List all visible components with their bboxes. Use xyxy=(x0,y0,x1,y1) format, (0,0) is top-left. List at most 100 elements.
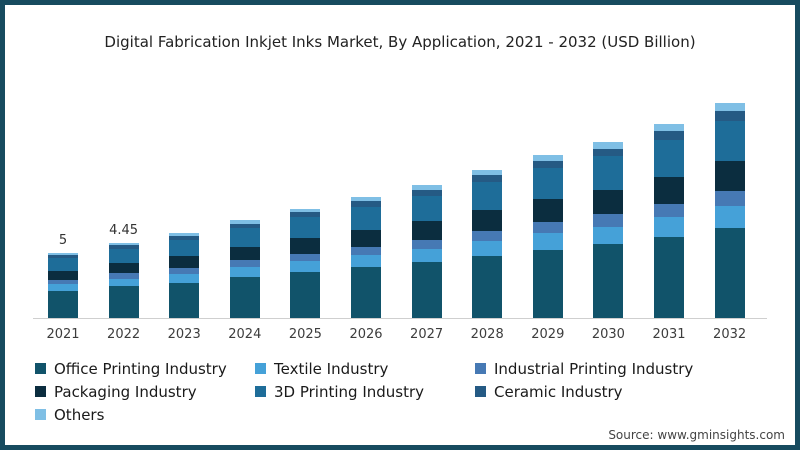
x-tick-label-2023: 2023 xyxy=(167,327,201,342)
bar-segment-packaging-industry-2031 xyxy=(654,176,684,204)
bar-segment-industrial-printing-industry-2028 xyxy=(472,230,503,241)
bar-segment-ceramic-industry-2026 xyxy=(351,201,381,207)
x-tick-label-2032: 2032 xyxy=(713,327,747,342)
bar-segment-textile-industry-2022 xyxy=(108,278,139,287)
legend-item-industrial-printing-industry: Industrial Printing Industry xyxy=(475,360,775,378)
bar-2024 xyxy=(229,220,260,318)
bar-segment-ceramic-industry-2030 xyxy=(593,148,624,157)
legend: Office Printing Industry Textile Industry… xyxy=(35,357,775,426)
bar-2026 xyxy=(351,197,381,318)
x-tick-label-2027: 2027 xyxy=(410,327,444,342)
bar-segment-textile-industry-2030 xyxy=(593,226,624,245)
bar-2029 xyxy=(532,155,563,318)
bar-segment-packaging-industry-2030 xyxy=(593,189,624,215)
bar-segment-industrial-printing-industry-2022 xyxy=(108,273,139,279)
bar-segment-office-printing-industry-2022 xyxy=(108,286,139,318)
x-tick-label-2031: 2031 xyxy=(652,327,686,342)
legend-swatch-icon xyxy=(255,363,266,374)
bar-segment-ceramic-industry-2029 xyxy=(532,161,563,169)
bar-segment-textile-industry-2031 xyxy=(654,217,684,237)
bar-segment-industrial-printing-industry-2026 xyxy=(351,246,381,256)
bar-value-label-2022: 4.45 xyxy=(109,222,139,238)
legend-swatch-icon xyxy=(475,363,486,374)
bar-segment-office-printing-industry-2024 xyxy=(229,277,260,318)
bar-segment-packaging-industry-2023 xyxy=(169,256,200,269)
bar-segment-packaging-industry-2032 xyxy=(714,161,745,192)
bar-segment-3d-printing-industry-2024 xyxy=(229,228,260,247)
x-tick-label-2024: 2024 xyxy=(228,327,262,342)
source-note: Source: www.gminsights.com xyxy=(608,428,785,442)
bar-segment-others-2028 xyxy=(472,169,503,175)
bar-segment-others-2023 xyxy=(169,233,200,237)
bar-segment-others-2030 xyxy=(593,142,624,149)
bar-segment-office-printing-industry-2028 xyxy=(472,255,503,318)
bar-segment-ceramic-industry-2023 xyxy=(169,236,200,241)
bar-segment-office-printing-industry-2027 xyxy=(411,262,442,318)
bar-segment-others-2022 xyxy=(108,242,139,246)
bar-segment-packaging-industry-2022 xyxy=(108,262,139,274)
bar-2023 xyxy=(169,233,200,318)
bar-2031 xyxy=(654,124,684,318)
bar-segment-industrial-printing-industry-2023 xyxy=(169,268,200,275)
bar-segment-office-printing-industry-2031 xyxy=(654,236,684,318)
bar-segment-industrial-printing-industry-2029 xyxy=(532,222,563,234)
x-tick-label-2030: 2030 xyxy=(591,327,625,342)
bar-2028 xyxy=(472,169,503,318)
bar-segment-3d-printing-industry-2023 xyxy=(169,240,200,257)
x-tick-label-2028: 2028 xyxy=(470,327,504,342)
bar-segment-industrial-printing-industry-2027 xyxy=(411,239,442,250)
bar-segment-3d-printing-industry-2022 xyxy=(108,248,139,263)
bar-segment-industrial-printing-industry-2024 xyxy=(229,260,260,268)
bar-segment-3d-printing-industry-2027 xyxy=(411,196,442,222)
x-axis-line xyxy=(33,318,767,319)
legend-label: Packaging Industry xyxy=(54,382,197,401)
bar-segment-office-printing-industry-2029 xyxy=(532,249,563,318)
bar-segment-others-2031 xyxy=(654,124,684,132)
legend-swatch-icon xyxy=(35,363,46,374)
bar-segment-office-printing-industry-2021 xyxy=(48,290,78,318)
x-tick-label-2029: 2029 xyxy=(531,327,565,342)
x-tick-label-2022: 2022 xyxy=(107,327,141,342)
chart-title: Digital Fabrication Inkjet Inks Market, … xyxy=(104,33,696,51)
legend-swatch-icon xyxy=(255,386,266,397)
bar-segment-others-2024 xyxy=(229,220,260,224)
bar-segment-ceramic-industry-2021 xyxy=(48,255,78,259)
bar-segment-others-2027 xyxy=(411,185,442,191)
bar-segment-3d-printing-industry-2031 xyxy=(654,139,684,177)
bar-segment-others-2021 xyxy=(48,253,78,256)
bar-2032 xyxy=(714,103,745,318)
bar-segment-3d-printing-industry-2030 xyxy=(593,156,624,190)
bar-segment-3d-printing-industry-2028 xyxy=(472,181,503,210)
legend-swatch-icon xyxy=(35,386,46,397)
bar-segment-3d-printing-industry-2021 xyxy=(48,258,78,271)
bar-segment-packaging-industry-2021 xyxy=(48,270,78,280)
bar-segment-textile-industry-2029 xyxy=(532,233,563,250)
bar-segment-office-printing-industry-2023 xyxy=(169,282,200,318)
x-tick-label-2021: 2021 xyxy=(46,327,80,342)
bar-2030 xyxy=(593,142,624,318)
legend-item-packaging-industry: Packaging Industry xyxy=(35,383,255,401)
bar-segment-ceramic-industry-2032 xyxy=(714,110,745,121)
bar-segment-others-2032 xyxy=(714,103,745,111)
bar-segment-3d-printing-industry-2025 xyxy=(290,217,321,239)
bar-2022 xyxy=(108,242,139,318)
legend-item-office-printing-industry: Office Printing Industry xyxy=(35,360,255,378)
legend-label: 3D Printing Industry xyxy=(274,382,425,401)
bar-segment-textile-industry-2023 xyxy=(169,274,200,283)
legend-label: Ceramic Industry xyxy=(494,382,623,401)
bar-value-label-2021: 5 xyxy=(58,233,68,248)
bar-segment-textile-industry-2025 xyxy=(290,261,321,273)
bar-segment-packaging-industry-2024 xyxy=(229,246,260,261)
bar-segment-3d-printing-industry-2032 xyxy=(714,120,745,162)
bar-segment-textile-industry-2024 xyxy=(229,267,260,278)
bar-segment-packaging-industry-2028 xyxy=(472,209,503,231)
legend-label: Office Printing Industry xyxy=(54,359,227,378)
x-tick-label-2025: 2025 xyxy=(288,327,322,342)
legend-item-textile-industry: Textile Industry xyxy=(255,360,475,378)
bar-segment-packaging-industry-2027 xyxy=(411,221,442,240)
legend-label: Industrial Printing Industry xyxy=(494,359,694,378)
bar-segment-textile-industry-2032 xyxy=(714,206,745,228)
bar-segment-ceramic-industry-2025 xyxy=(290,212,321,218)
bar-segment-others-2029 xyxy=(532,155,563,162)
